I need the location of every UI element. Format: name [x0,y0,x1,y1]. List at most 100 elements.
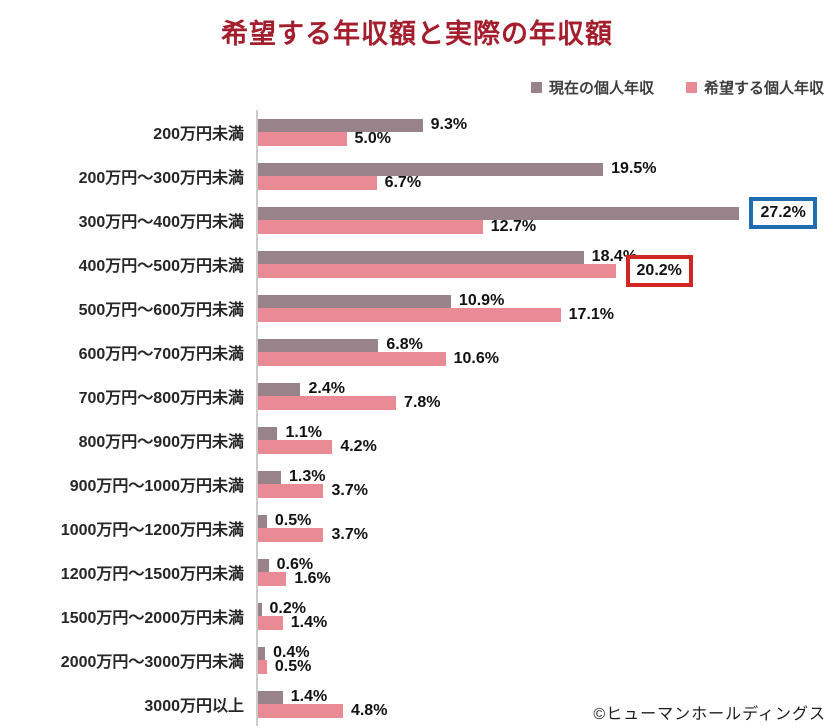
bar-desired-income [258,660,267,674]
value-label: 1.4% [290,688,328,706]
value-label: 0.6% [276,556,314,574]
chart-row: 800万円〜900万円未満 1.1% 4.2% [12,418,832,462]
bars-group: 18.4% 20.2% [256,242,832,287]
chart-row: 600万円〜700万円未満 6.8% 10.6% [12,330,832,374]
bar-line: 5.0% [258,129,832,147]
chart-title: 希望する年収額と実際の年収額 [221,19,613,49]
bar-current-income [258,294,451,308]
bar-desired-income [258,264,616,278]
value-label: 2.4% [308,380,345,398]
chart-row: 2000万円〜3000万円未満 0.4% 0.5% [12,638,832,682]
bar-line: 4.8% [258,701,832,719]
bar-current-income [258,690,283,704]
value-label: 17.1% [568,305,615,323]
bar-desired-income [258,616,283,630]
value-label: 7.8% [404,393,441,411]
bar-line: 1.1% [258,425,832,441]
chart-row: 500万円〜600万円未満 10.9% 17.1% [12,286,832,330]
value-label: 19.5% [611,160,657,178]
value-label: 4.2% [340,437,377,455]
category-label: 200万円〜300万円未満 [78,170,244,187]
bar-line: 10.9% [258,292,832,310]
value-label: 3.7% [331,481,368,499]
bar-line: 7.8% [258,393,832,411]
value-label: 10.6% [453,349,499,367]
legend: 現在の個人年収 希望する個人年収 [530,77,824,98]
value-label: 5.0% [354,129,391,147]
bar-line: 0.5% [258,512,832,530]
highlighted-value-label: 20.2% [625,254,693,287]
category-label: 3000万円以上 [144,698,244,715]
bar-current-income [258,162,604,176]
chart-row: 200万円未満 9.3% 5.0% [12,110,832,154]
bar-line: 10.6% [258,349,832,367]
category-label: 1000万円〜1200万円未満 [60,522,244,539]
bar-line: 3.7% [258,481,832,499]
bars-group: 6.8% 10.6% [256,330,832,374]
bar-chart: 200万円未満 9.3% 5.0% 200万円〜300万円未満 19.5% 6.7% 300… [12,110,832,726]
bar-desired-income [258,572,287,586]
bars-group: 0.6% 1.6% [256,550,832,594]
bar-line: 4.2% [258,437,832,455]
bar-current-income [258,514,267,528]
value-label: 10.9% [458,292,505,310]
bars-group: 0.2% 1.4% [256,594,832,638]
category-label: 1200万円〜1500万円未満 [60,566,244,583]
chart-row: 1000万円〜1200万円未満 0.5% 3.7% [12,506,832,550]
legend-item-current-income: 現在の個人年収 [530,77,654,98]
bars-group: 1.1% 4.2% [256,418,832,462]
bar-line: 27.2% [258,197,832,230]
bar-line: 20.2% [258,254,832,287]
copyright: ©ヒューマンホールディングス [593,706,826,723]
bar-line: 1.3% [258,468,832,486]
bar-line: 0.2% [258,600,832,618]
bars-group: 2.4% 7.8% [256,374,832,418]
bar-line: 3.7% [258,526,832,542]
value-label: 0.5% [274,657,312,675]
chart-row: 1200万円〜1500万円未満 0.6% 1.6% [12,550,832,594]
bar-current-income [258,206,740,220]
chart-row: 700万円〜800万円未満 2.4% 7.8% [12,374,832,418]
category-label: 400万円〜500万円未満 [78,258,244,275]
bar-desired-income [258,484,324,498]
bar-line: 17.1% [258,305,832,323]
bar-desired-income [258,528,324,542]
bar-current-income [258,426,278,440]
bar-desired-income [258,132,347,146]
bar-desired-income [258,308,561,322]
bar-current-income [258,646,266,660]
bars-group: 1.4% 4.8% [256,682,832,726]
bar-desired-income [258,220,483,234]
bar-line: 12.7% [258,218,832,234]
value-label: 0.2% [269,600,306,618]
bar-current-income [258,470,281,484]
value-label: 1.3% [289,468,326,486]
bar-current-income [258,118,423,132]
value-label: 0.5% [274,512,312,530]
bar-current-income [258,602,262,616]
category-label: 700万円〜800万円未満 [78,390,244,407]
category-label: 1500万円〜2000万円未満 [60,610,244,627]
bar-line: 1.6% [258,570,832,586]
chart-row: 3000万円以上 1.4% 4.8% [12,682,832,726]
bar-current-income [258,382,301,396]
category-label: 800万円〜900万円未満 [78,434,244,451]
chart-row: 1500万円〜2000万円未満 0.2% 1.4% [12,594,832,638]
category-label: 500万円〜600万円未満 [78,302,244,319]
bar-line: 2.4% [258,380,832,398]
value-label: 4.8% [350,701,388,719]
legend-item-desired-income: 希望する個人年収 [685,77,824,98]
value-label: 6.7% [384,173,422,191]
bars-group: 9.3% 5.0% [256,110,832,154]
highlighted-value-label: 27.2% [749,197,817,230]
legend-swatch-current-icon [530,82,542,93]
legend-label-current: 現在の個人年収 [548,80,654,97]
bar-current-income [258,250,584,264]
bar-desired-income [258,396,397,410]
bars-group: 10.9% 17.1% [256,286,832,330]
bar-line: 0.6% [258,556,832,574]
bar-desired-income [258,704,343,718]
legend-swatch-desired-icon [685,82,697,93]
bar-current-income [258,558,269,572]
bar-line: 0.4% [258,645,832,661]
